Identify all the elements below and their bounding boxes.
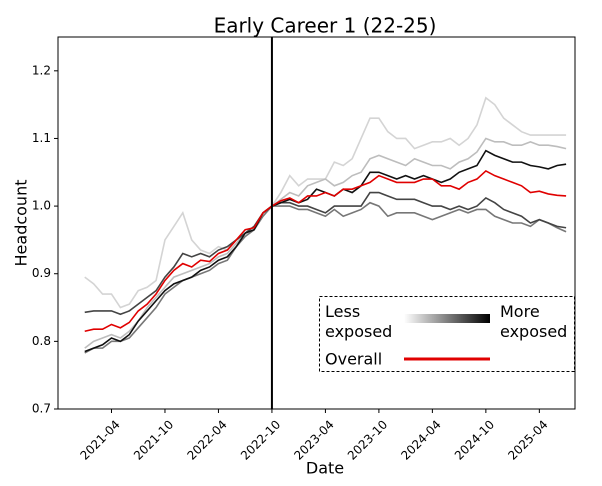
- x-tick-label: 2021-04: [77, 417, 122, 462]
- y-tick-label: 0.9: [32, 266, 51, 280]
- x-tick-label: 2022-10: [238, 417, 283, 462]
- y-tick-label: 1.0: [32, 199, 51, 213]
- y-tick-label: 0.7: [32, 402, 51, 416]
- x-axis-label: Date: [306, 459, 344, 478]
- series-line: [84, 137, 567, 349]
- y-axis-label: Headcount: [12, 180, 31, 267]
- y-tick-label: 1.2: [32, 63, 51, 77]
- chart-title: Early Career 1 (22-25): [214, 14, 437, 38]
- legend-high-label: More exposed: [500, 302, 568, 341]
- legend-low-label: Less exposed: [325, 302, 393, 341]
- y-tick-label: 0.8: [32, 334, 51, 348]
- series-line: [84, 201, 567, 354]
- legend-gradient: [404, 314, 490, 323]
- x-tick-label: 2024-10: [452, 417, 497, 462]
- x-tick-label: 2025-04: [505, 417, 550, 462]
- legend-label: Overall: [325, 350, 382, 369]
- axes-frame: [57, 36, 576, 410]
- x-tick-label: 2023-04: [291, 417, 336, 462]
- x-tick-label: 2023-10: [345, 417, 390, 462]
- y-tick-label: 1.1: [32, 131, 51, 145]
- x-tick-label: 2021-10: [131, 417, 176, 462]
- series-line: [84, 191, 567, 316]
- plot-area: [84, 96, 567, 354]
- x-tick-label: 2022-04: [184, 417, 229, 462]
- x-tick-label: 2024-04: [398, 417, 443, 462]
- series-line: [84, 169, 567, 333]
